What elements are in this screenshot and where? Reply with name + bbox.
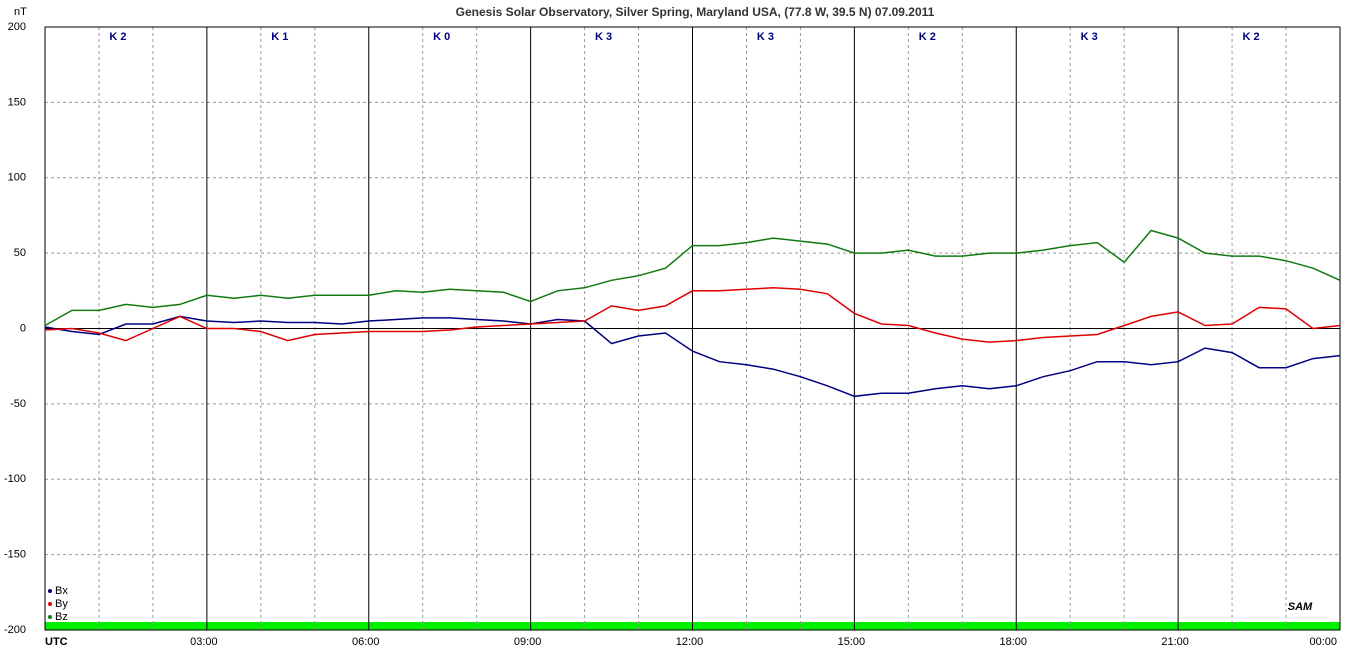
- k-index-label: K 2: [919, 31, 936, 43]
- y-tick-label: -200: [4, 624, 26, 636]
- k-index-label: K 2: [109, 31, 126, 43]
- k-index-label: K 1: [271, 31, 288, 43]
- y-tick-label: 150: [8, 96, 26, 108]
- x-tick-label: 00:00: [1309, 636, 1337, 648]
- k-index-label: K 3: [595, 31, 612, 43]
- series-line: [44, 315, 1341, 398]
- x-tick-label: 15:00: [838, 636, 866, 648]
- logo: SAM: [1288, 601, 1313, 613]
- y-tick-label: -100: [4, 473, 26, 485]
- y-tick-label: 100: [8, 172, 26, 184]
- y-tick-label: 200: [8, 21, 26, 33]
- x-tick-label: 09:00: [514, 636, 542, 648]
- legend-label: Bz: [55, 611, 68, 623]
- k-index-label: K 0: [433, 31, 450, 43]
- x-tick-label: 18:00: [999, 636, 1027, 648]
- x-tick-label: 03:00: [190, 636, 218, 648]
- x-tick-label: 06:00: [352, 636, 380, 648]
- chart-title: Genesis Solar Observatory, Silver Spring…: [456, 5, 935, 19]
- legend-marker: [48, 615, 52, 619]
- legend-label: Bx: [55, 585, 68, 597]
- legend-marker: [48, 602, 52, 606]
- x-tick-label: UTC: [45, 636, 68, 648]
- y-tick-label: -50: [10, 398, 26, 410]
- legend-marker: [48, 589, 52, 593]
- y-tick-label: 50: [14, 247, 26, 259]
- x-tick-label: 21:00: [1161, 636, 1189, 648]
- k-index-label: K 3: [1081, 31, 1098, 43]
- series-line: [44, 229, 1341, 327]
- k-index-label: K 3: [757, 31, 774, 43]
- series-line: [44, 287, 1341, 343]
- k-index-label: K 2: [1243, 31, 1260, 43]
- plot-frame: [44, 26, 1341, 631]
- x-tick-label: 12:00: [676, 636, 704, 648]
- legend-label: By: [55, 598, 68, 610]
- y-tick-label: -150: [4, 549, 26, 561]
- y-tick-label: 0: [20, 322, 26, 334]
- y-axis-label: nT: [14, 6, 27, 18]
